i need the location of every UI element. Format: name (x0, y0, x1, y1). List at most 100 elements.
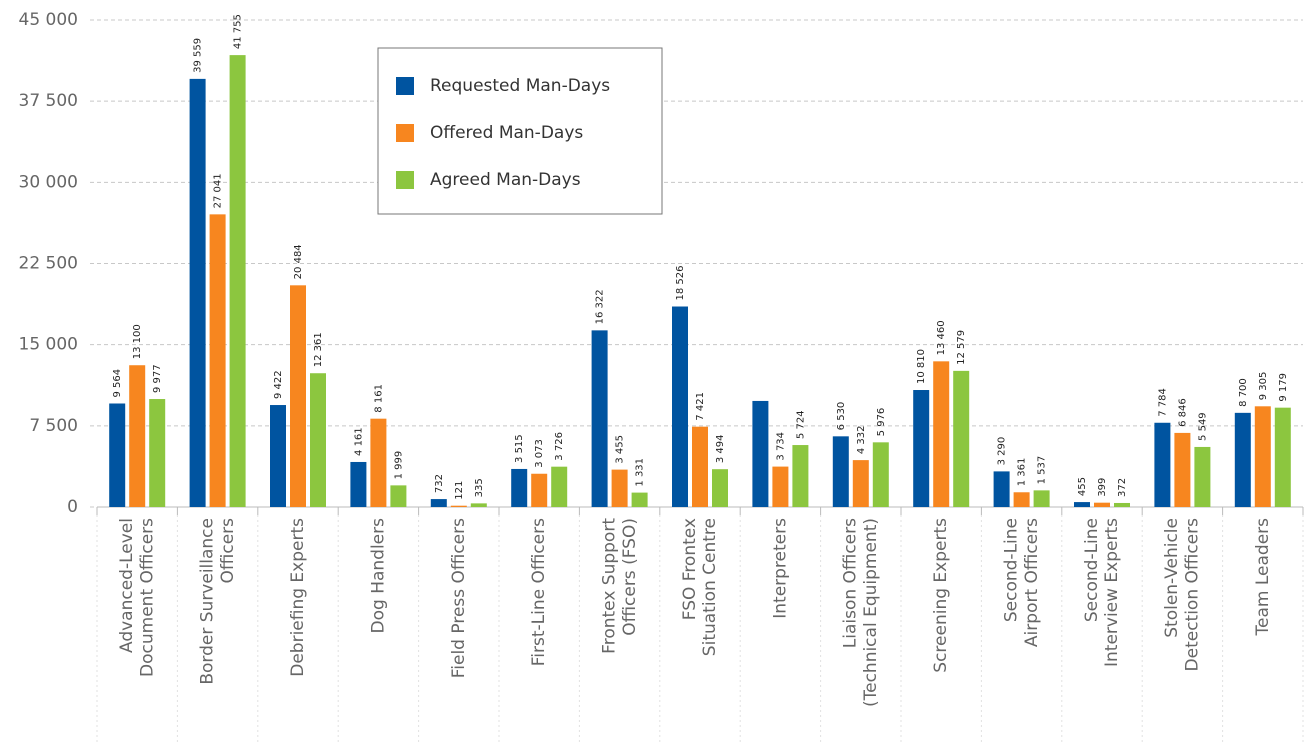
data-label: 1 999 (393, 451, 404, 480)
bar (511, 468, 528, 507)
bar (189, 78, 206, 507)
data-label: 9 179 (1278, 373, 1289, 402)
data-label: 5 549 (1197, 412, 1208, 441)
legend-label: Requested Man-Days (430, 76, 610, 96)
bar (470, 503, 487, 507)
data-label: 18 526 (675, 266, 686, 301)
data-label: 16 322 (595, 289, 606, 324)
bar (852, 460, 869, 507)
bar (1254, 406, 1271, 507)
x-tick-label: Field Press Officers (449, 518, 469, 678)
data-label: 5 724 (795, 410, 806, 439)
y-tick-label: 37 500 (19, 91, 78, 111)
bar (631, 492, 648, 507)
legend-label: Agreed Man-Days (430, 170, 581, 190)
legend-label: Offered Man-Days (430, 123, 583, 143)
bar (1094, 502, 1110, 507)
data-label: 7 421 (695, 392, 706, 421)
legend-swatch (396, 77, 414, 95)
bar (993, 471, 1010, 507)
bar (531, 473, 548, 507)
data-label: 6 846 (1177, 398, 1188, 427)
x-tick-label: Stolen-VehicleDetection Officers (1162, 518, 1202, 672)
bar (1174, 432, 1191, 507)
x-tick-label: Second-LineAirport Officers (1001, 518, 1041, 647)
data-label: 1 537 (1037, 456, 1048, 485)
bar (832, 436, 849, 507)
data-label: 4 161 (353, 427, 364, 456)
bar (672, 306, 688, 507)
bar (350, 461, 367, 507)
bar (1114, 502, 1130, 507)
data-label: 399 (1097, 478, 1108, 497)
data-label: 9 305 (1258, 372, 1269, 401)
bar (872, 442, 889, 507)
bar (692, 426, 708, 507)
data-label: 39 559 (193, 38, 204, 73)
data-label: 732 (434, 474, 445, 493)
bar (772, 466, 789, 507)
bar (1274, 407, 1291, 507)
y-tick-label: 45 000 (19, 10, 78, 30)
data-label: 121 (454, 481, 465, 500)
bar (1154, 422, 1171, 507)
bar (129, 365, 146, 507)
bar (1074, 502, 1090, 507)
data-label: 6 530 (836, 402, 847, 431)
bar (752, 400, 769, 507)
data-label: 13 100 (132, 324, 143, 359)
data-label: 9 422 (273, 370, 284, 399)
x-tick-label: Debriefing Experts (288, 518, 308, 677)
bar (370, 418, 387, 507)
data-label: 41 755 (233, 14, 244, 49)
x-tick-label: Advanced-LevelDocument Officers (117, 518, 157, 677)
bar (953, 370, 970, 507)
data-label: 3 494 (715, 435, 726, 464)
data-label: 3 734 (775, 432, 786, 461)
data-label: 3 073 (534, 439, 545, 468)
data-label: 1 361 (1017, 458, 1028, 487)
x-tick-label: Liaison Officers(Technical Equipment) (841, 518, 881, 707)
x-tick-label: Frontex SupportOfficers (FSO) (599, 518, 639, 654)
data-label: 3 515 (514, 434, 525, 463)
bar (149, 399, 166, 507)
x-tick-label: Screening Experts (931, 518, 951, 673)
data-label: 12 579 (956, 330, 967, 365)
bar (1013, 492, 1030, 507)
bar (430, 499, 447, 507)
x-tick-label: FSO FrontexSituation Centre (680, 518, 720, 656)
bar (109, 403, 126, 507)
bar (390, 485, 407, 507)
bar (229, 55, 246, 508)
data-label: 3 726 (554, 432, 565, 461)
y-tick-label: 30 000 (19, 172, 78, 192)
bar (1194, 446, 1211, 507)
legend-swatch (396, 124, 414, 142)
data-label: 3 290 (997, 437, 1008, 466)
data-label: 5 976 (876, 408, 887, 437)
data-label: 9 977 (152, 364, 163, 393)
bar (913, 390, 930, 507)
bar (712, 469, 728, 507)
x-tick-label: Dog Handlers (368, 518, 388, 634)
y-tick-label: 7 500 (29, 416, 78, 436)
y-tick-label: 0 (67, 497, 78, 517)
x-tick-label: Team Leaders (1253, 518, 1273, 637)
data-label: 20 484 (293, 244, 304, 279)
data-label: 455 (1077, 477, 1088, 496)
data-label: 27 041 (213, 173, 224, 208)
x-tick-label: Interpreters (770, 518, 790, 619)
x-tick-label: First-Line Officers (529, 518, 549, 666)
data-label: 10 810 (916, 349, 927, 384)
data-label: 7 784 (1157, 388, 1168, 417)
y-tick-label: 15 000 (19, 335, 78, 355)
data-label: 372 (1117, 478, 1128, 497)
data-label: 1 331 (635, 458, 646, 487)
bar (270, 405, 286, 507)
bar (310, 373, 326, 507)
data-label: 335 (474, 478, 485, 497)
data-label: 8 700 (1238, 378, 1249, 407)
bar (591, 330, 608, 507)
bar (933, 361, 950, 507)
bar (792, 445, 809, 507)
